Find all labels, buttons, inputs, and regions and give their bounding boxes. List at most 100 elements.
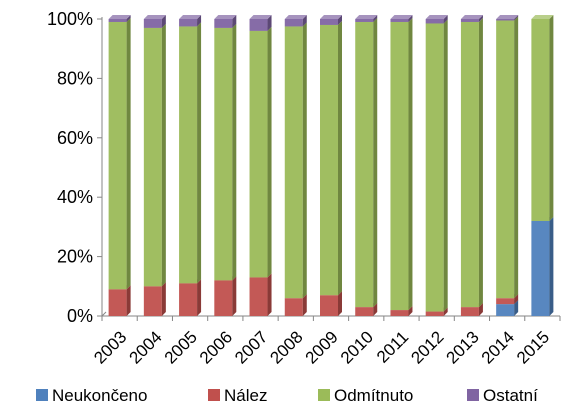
bar-group-2004	[143, 15, 166, 316]
bar-front	[320, 295, 338, 316]
bar-front	[284, 298, 303, 316]
bar-group-2010	[355, 15, 378, 316]
bar-group-2007	[249, 15, 272, 316]
bar-front	[460, 21, 479, 308]
x-tick-label: 2007	[231, 327, 271, 367]
bar-segment	[496, 15, 519, 21]
legend-swatch	[467, 389, 479, 401]
bar-segment	[143, 282, 166, 316]
bar-segment	[390, 17, 413, 311]
bar-group-2013	[460, 15, 483, 316]
bar-side	[302, 22, 307, 299]
bar-front	[355, 307, 374, 316]
bar-segment	[425, 15, 448, 24]
bar-segment	[460, 17, 483, 308]
bar-side	[549, 15, 554, 221]
x-tick-label: 2013	[443, 327, 483, 367]
x-tick-label: 2014	[478, 327, 518, 367]
bar-front	[108, 21, 127, 290]
bar-segment	[108, 15, 131, 22]
bar-side	[126, 285, 131, 316]
bar-segment	[214, 15, 237, 28]
legend-label: Ostatní	[483, 386, 538, 405]
bar-front	[390, 21, 409, 311]
bar-top	[143, 15, 166, 19]
bar-top	[214, 15, 237, 19]
bar-front	[108, 19, 127, 22]
x-tick-label: 2011	[373, 327, 412, 366]
bar-group-2008	[284, 15, 307, 316]
bar-segment	[143, 23, 166, 287]
x-tick-label: 2010	[337, 327, 377, 367]
bar-front	[390, 19, 409, 22]
x-tick-label: 2015	[513, 327, 553, 367]
y-tick-label: 60%	[57, 128, 93, 148]
bar-side	[161, 15, 166, 28]
bar-side	[338, 20, 342, 296]
bar-top	[284, 15, 307, 19]
bar-segment	[108, 17, 131, 290]
bar-side	[197, 15, 202, 27]
bar-segment	[108, 285, 131, 316]
bar-front	[143, 19, 162, 28]
bar-side	[478, 15, 483, 22]
bar-segment	[249, 273, 272, 316]
bar-front	[531, 220, 550, 316]
bar-side	[302, 294, 307, 316]
bar-front	[496, 298, 515, 305]
bar-side	[514, 294, 519, 305]
bar-side	[267, 273, 272, 316]
bar-front	[460, 19, 479, 22]
bar-front	[249, 30, 268, 278]
bar-segment	[460, 15, 483, 22]
bar-segment	[355, 17, 378, 308]
bar-side	[408, 17, 413, 311]
bar-side	[267, 15, 272, 31]
bar-front	[496, 304, 515, 316]
bar-front	[531, 19, 550, 221]
bar-segment	[284, 22, 307, 299]
bar-side	[514, 15, 519, 21]
legend-item: Neukončeno	[36, 386, 147, 405]
bar-side	[161, 23, 166, 287]
bar-segment	[214, 276, 237, 316]
bar-side	[373, 17, 378, 308]
bar-segment	[284, 15, 307, 27]
bar-front	[496, 19, 515, 21]
bar-top	[531, 15, 554, 19]
bar-segment	[531, 216, 554, 316]
bar-front	[143, 27, 162, 287]
bar-side	[338, 15, 342, 25]
bar-group-2005	[179, 15, 202, 316]
x-tick-label: 2012	[407, 327, 447, 367]
legend-label: Neukončeno	[52, 386, 147, 405]
bar-segment	[320, 20, 342, 296]
bar-segment	[425, 19, 448, 312]
bar-top	[320, 15, 342, 19]
bar-segment	[179, 22, 202, 284]
bar-side	[302, 15, 307, 27]
bar-side	[549, 216, 554, 316]
x-tick-label: 2006	[196, 327, 236, 367]
legend-swatch	[36, 389, 48, 401]
bar-side	[126, 15, 131, 22]
bar-group-2015	[531, 15, 554, 316]
bar-group-2011	[390, 15, 413, 316]
bar-segment	[531, 15, 554, 221]
bar-top	[108, 15, 131, 19]
bar-group-2012	[425, 15, 448, 316]
bar-front	[179, 283, 198, 316]
bar-segment	[320, 15, 342, 25]
y-tick-label: 20%	[57, 247, 93, 267]
bar-side	[373, 15, 378, 22]
legend-item: Nález	[208, 386, 267, 405]
bar-side	[126, 17, 131, 290]
bar-top	[179, 15, 202, 19]
bar-front	[214, 27, 233, 281]
legend: Neukončeno Nález Odmítnuto Ostatní	[36, 386, 538, 405]
bar-side	[408, 306, 413, 316]
bar-segment	[496, 16, 519, 299]
bar-side	[408, 15, 413, 22]
x-tick-label: 2005	[161, 327, 201, 367]
bar-front	[320, 24, 338, 296]
